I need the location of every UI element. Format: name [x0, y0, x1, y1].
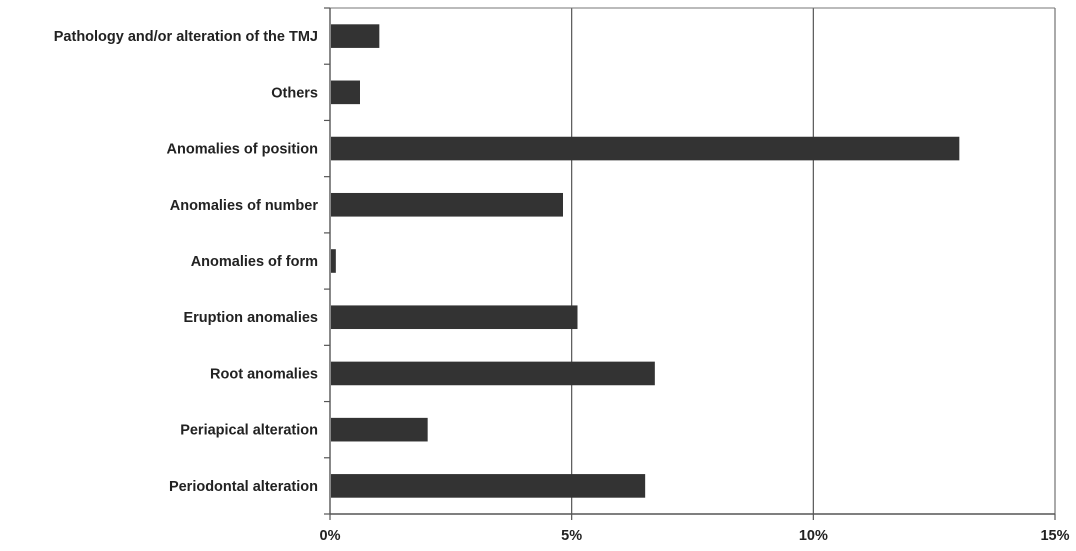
bar [331, 417, 428, 442]
category-label: Pathology and/or alteration of the TMJ [54, 29, 318, 45]
category-label: Anomalies of form [191, 254, 318, 270]
bar [331, 305, 578, 330]
category-label: Anomalies of position [167, 142, 318, 158]
category-label: Periodontal alteration [169, 479, 318, 495]
axis [324, 7, 1056, 520]
bar [331, 80, 360, 105]
x-tick-label: 10% [799, 528, 828, 544]
category-label: Others [271, 85, 318, 101]
bar [331, 192, 563, 217]
bar [331, 24, 380, 48]
x-tick-label: 5% [561, 528, 582, 544]
category-label: Eruption anomalies [183, 310, 318, 326]
bar [331, 474, 646, 498]
category-label: Periapical alteration [180, 423, 318, 439]
category-labels: Pathology and/or alteration of the TMJ Ot… [54, 29, 319, 495]
bar [331, 249, 336, 273]
x-tick-label: 0% [320, 528, 341, 544]
category-label: Root anomalies [210, 366, 318, 382]
category-label: Anomalies of number [170, 198, 319, 214]
bars [331, 24, 960, 498]
gridlines [571, 8, 1056, 514]
bar [331, 136, 960, 161]
x-tick-label: 15% [1040, 528, 1069, 544]
bar [331, 361, 655, 386]
tick-labels: 0% 5% 10% 15% [320, 528, 1070, 544]
